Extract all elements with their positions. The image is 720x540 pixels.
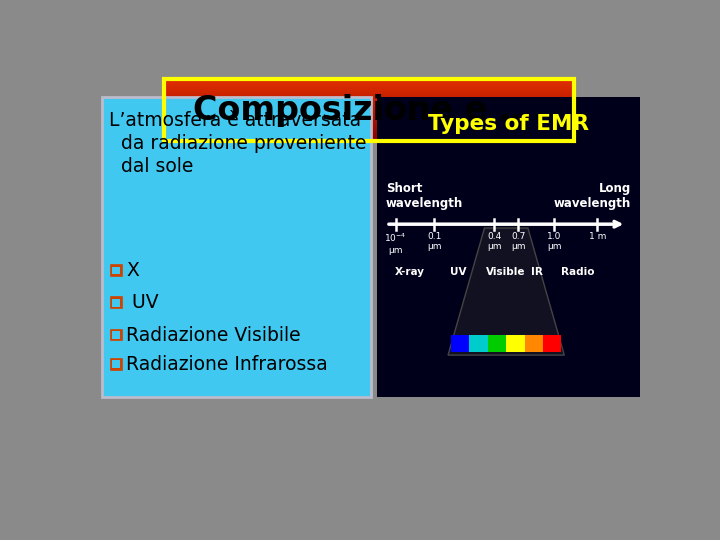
Text: 0.1
μm: 0.1 μm [427, 232, 441, 251]
Bar [451, 335, 469, 352]
Text: Radiazione Visibile: Radiazione Visibile [127, 326, 301, 345]
Text: 0.7
μm: 0.7 μm [511, 232, 526, 251]
Text: L’atmosfera è attraversata: L’atmosfera è attraversata [109, 111, 361, 130]
Text: Short
wavelength: Short wavelength [386, 182, 463, 210]
Bar [111, 298, 122, 308]
Bar [102, 97, 372, 397]
Text: 1 m: 1 m [589, 232, 606, 241]
Text: UV: UV [450, 267, 467, 276]
Text: Types of EMR: Types of EMR [428, 114, 589, 134]
Bar [469, 335, 488, 352]
Text: dal sole: dal sole [109, 157, 194, 176]
Bar [111, 265, 122, 276]
Bar [543, 335, 561, 352]
Text: Radio: Radio [562, 267, 595, 276]
Bar [111, 330, 122, 340]
Polygon shape [448, 228, 564, 355]
Text: Long
wavelength: Long wavelength [554, 182, 631, 210]
Bar [524, 335, 543, 352]
Text: da radiazione proveniente: da radiazione proveniente [109, 134, 367, 153]
Text: 10$^{-4}$
μm: 10$^{-4}$ μm [384, 232, 407, 255]
Bar [112, 361, 120, 368]
Bar [377, 97, 640, 397]
Text: Composizione e ….: Composizione e …. [193, 94, 545, 127]
Bar [112, 299, 120, 307]
Bar [112, 267, 120, 274]
Text: Visible: Visible [487, 267, 526, 276]
Bar [112, 331, 120, 339]
Text: 1.0
μm: 1.0 μm [547, 232, 562, 251]
Bar [111, 359, 122, 370]
Text: IR: IR [531, 267, 544, 276]
Text: X-ray: X-ray [395, 267, 425, 276]
Text: UV: UV [127, 293, 159, 312]
Bar [163, 79, 575, 141]
Bar [488, 335, 506, 352]
Text: X: X [127, 261, 139, 280]
Text: 0.4
μm: 0.4 μm [487, 232, 501, 251]
Text: Radiazione Infrarossa: Radiazione Infrarossa [127, 355, 328, 374]
Bar [506, 335, 524, 352]
